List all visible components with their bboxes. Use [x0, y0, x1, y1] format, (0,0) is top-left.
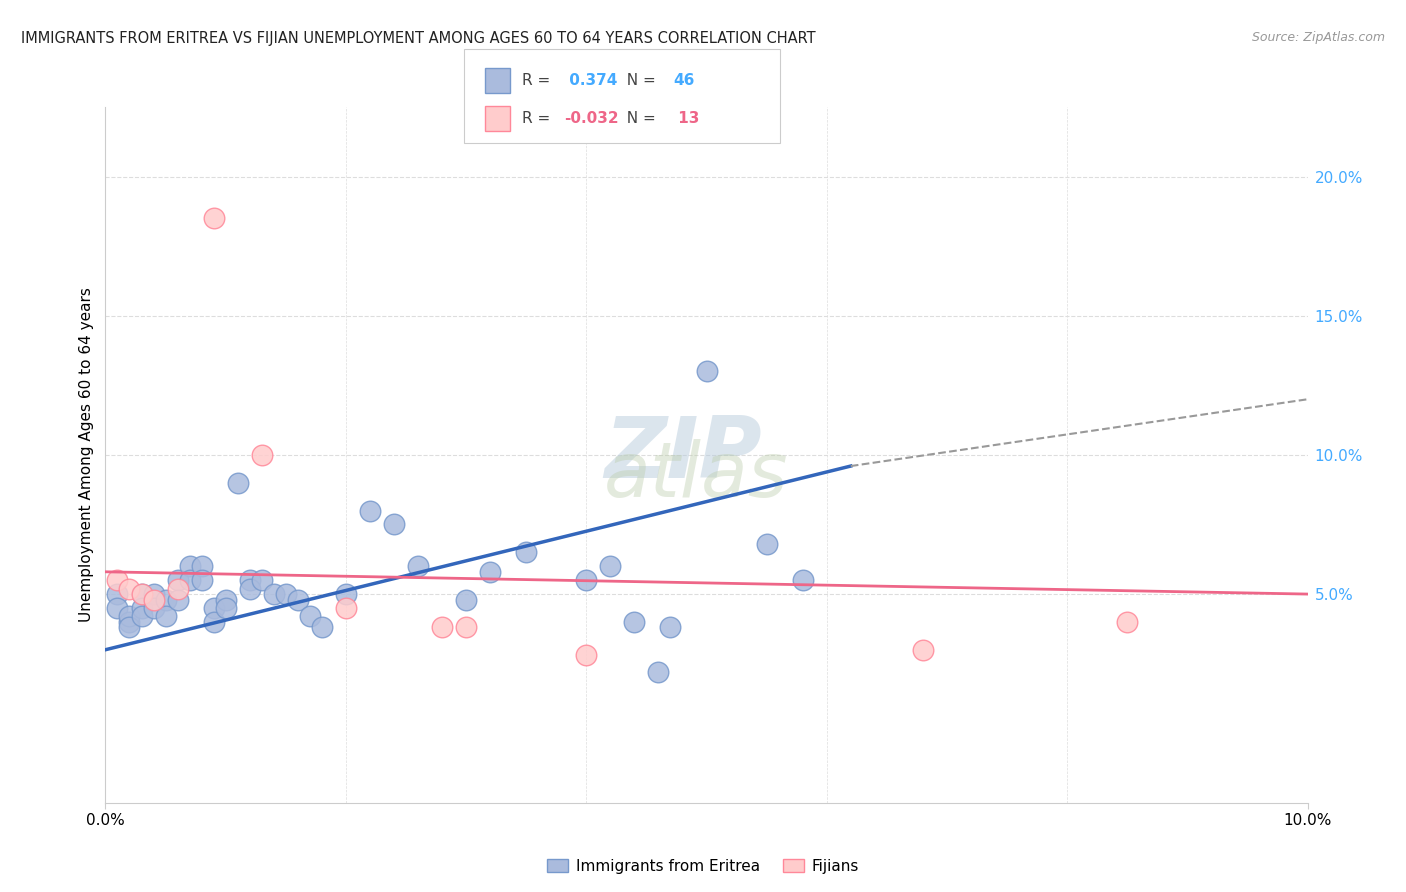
Text: R =: R = [522, 112, 555, 126]
Point [131, 609, 153, 624]
Point [142, 592, 165, 607]
Point [131, 587, 153, 601]
Point [118, 615, 141, 629]
Point [142, 587, 165, 601]
Point [623, 615, 645, 629]
Point [142, 601, 165, 615]
Point [118, 609, 141, 624]
Point [118, 620, 141, 634]
Point [179, 559, 201, 574]
Point [202, 615, 225, 629]
Point [239, 573, 262, 587]
Point [107, 601, 129, 615]
Point [1116, 615, 1139, 629]
Point [335, 587, 357, 601]
Point [226, 475, 249, 490]
Text: 46: 46 [673, 73, 695, 87]
Point [166, 573, 188, 587]
Text: R =: R = [522, 73, 555, 87]
Point [575, 648, 598, 663]
Text: -0.032: -0.032 [564, 112, 619, 126]
Point [599, 559, 621, 574]
Point [190, 573, 212, 587]
Text: Source: ZipAtlas.com: Source: ZipAtlas.com [1251, 31, 1385, 45]
Point [107, 573, 129, 587]
Text: N =: N = [617, 112, 661, 126]
Point [454, 620, 477, 634]
Point [575, 573, 598, 587]
Point [406, 559, 429, 574]
Text: 13: 13 [673, 112, 700, 126]
Point [382, 517, 405, 532]
Point [155, 592, 177, 607]
Point [107, 587, 129, 601]
Point [155, 609, 177, 624]
Point [755, 537, 778, 551]
Point [202, 211, 225, 226]
Point [479, 565, 502, 579]
Point [911, 642, 934, 657]
Point [214, 592, 236, 607]
Point [250, 448, 273, 462]
Y-axis label: Unemployment Among Ages 60 to 64 years: Unemployment Among Ages 60 to 64 years [79, 287, 94, 623]
Point [190, 559, 212, 574]
Text: 0.374: 0.374 [564, 73, 617, 87]
Point [202, 601, 225, 615]
Point [214, 601, 236, 615]
Point [118, 582, 141, 596]
Point [454, 592, 477, 607]
Point [263, 587, 285, 601]
Point [250, 573, 273, 587]
Point [274, 587, 297, 601]
Point [131, 587, 153, 601]
Point [131, 601, 153, 615]
Text: IMMIGRANTS FROM ERITREA VS FIJIAN UNEMPLOYMENT AMONG AGES 60 TO 64 YEARS CORRELA: IMMIGRANTS FROM ERITREA VS FIJIAN UNEMPL… [21, 31, 815, 46]
Point [239, 582, 262, 596]
Point [659, 620, 682, 634]
Point [335, 601, 357, 615]
Point [430, 620, 453, 634]
Point [179, 573, 201, 587]
Point [696, 364, 718, 378]
Text: atlas: atlas [605, 439, 789, 513]
Point [647, 665, 669, 679]
Legend: Immigrants from Eritrea, Fijians: Immigrants from Eritrea, Fijians [541, 853, 865, 880]
Point [166, 582, 188, 596]
Text: N =: N = [617, 73, 661, 87]
Point [792, 573, 814, 587]
Point [359, 503, 381, 517]
Point [298, 609, 321, 624]
Point [311, 620, 333, 634]
Point [287, 592, 309, 607]
Point [515, 545, 537, 559]
Point [166, 592, 188, 607]
Text: ZIP: ZIP [605, 413, 762, 497]
